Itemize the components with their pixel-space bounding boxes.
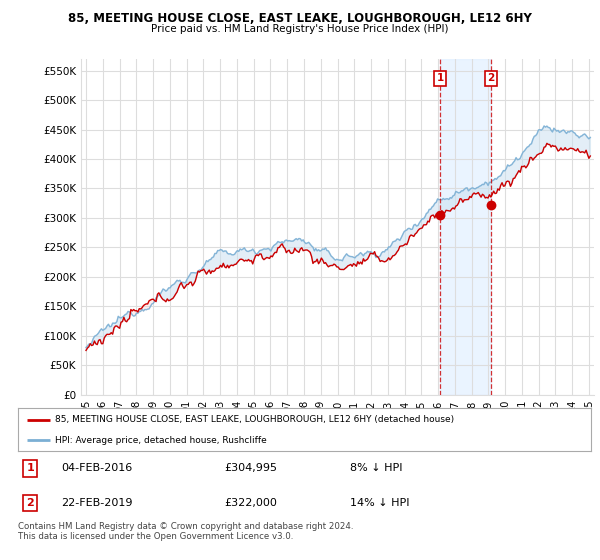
Text: Price paid vs. HM Land Registry's House Price Index (HPI): Price paid vs. HM Land Registry's House … (151, 24, 449, 34)
Text: £322,000: £322,000 (224, 498, 277, 508)
Text: Contains HM Land Registry data © Crown copyright and database right 2024.
This d: Contains HM Land Registry data © Crown c… (18, 522, 353, 542)
Text: 1: 1 (26, 464, 34, 473)
Text: £304,995: £304,995 (224, 464, 277, 473)
Point (486, 200, 496, 209)
Text: 1: 1 (436, 73, 444, 83)
Text: 04-FEB-2016: 04-FEB-2016 (61, 464, 132, 473)
Point (435, 211, 445, 220)
Text: HPI: Average price, detached house, Rushcliffe: HPI: Average price, detached house, Rush… (55, 436, 267, 445)
Text: 2: 2 (487, 73, 494, 83)
Text: 85, MEETING HOUSE CLOSE, EAST LEAKE, LOUGHBOROUGH, LE12 6HY (detached house): 85, MEETING HOUSE CLOSE, EAST LEAKE, LOU… (55, 416, 454, 424)
Text: 85, MEETING HOUSE CLOSE, EAST LEAKE, LOUGHBOROUGH, LE12 6HY: 85, MEETING HOUSE CLOSE, EAST LEAKE, LOU… (68, 12, 532, 25)
Text: 14% ↓ HPI: 14% ↓ HPI (350, 498, 410, 508)
Text: 2: 2 (26, 498, 34, 508)
Text: 8% ↓ HPI: 8% ↓ HPI (350, 464, 403, 473)
Bar (440, 59, 491, 395)
Text: 22-FEB-2019: 22-FEB-2019 (61, 498, 133, 508)
